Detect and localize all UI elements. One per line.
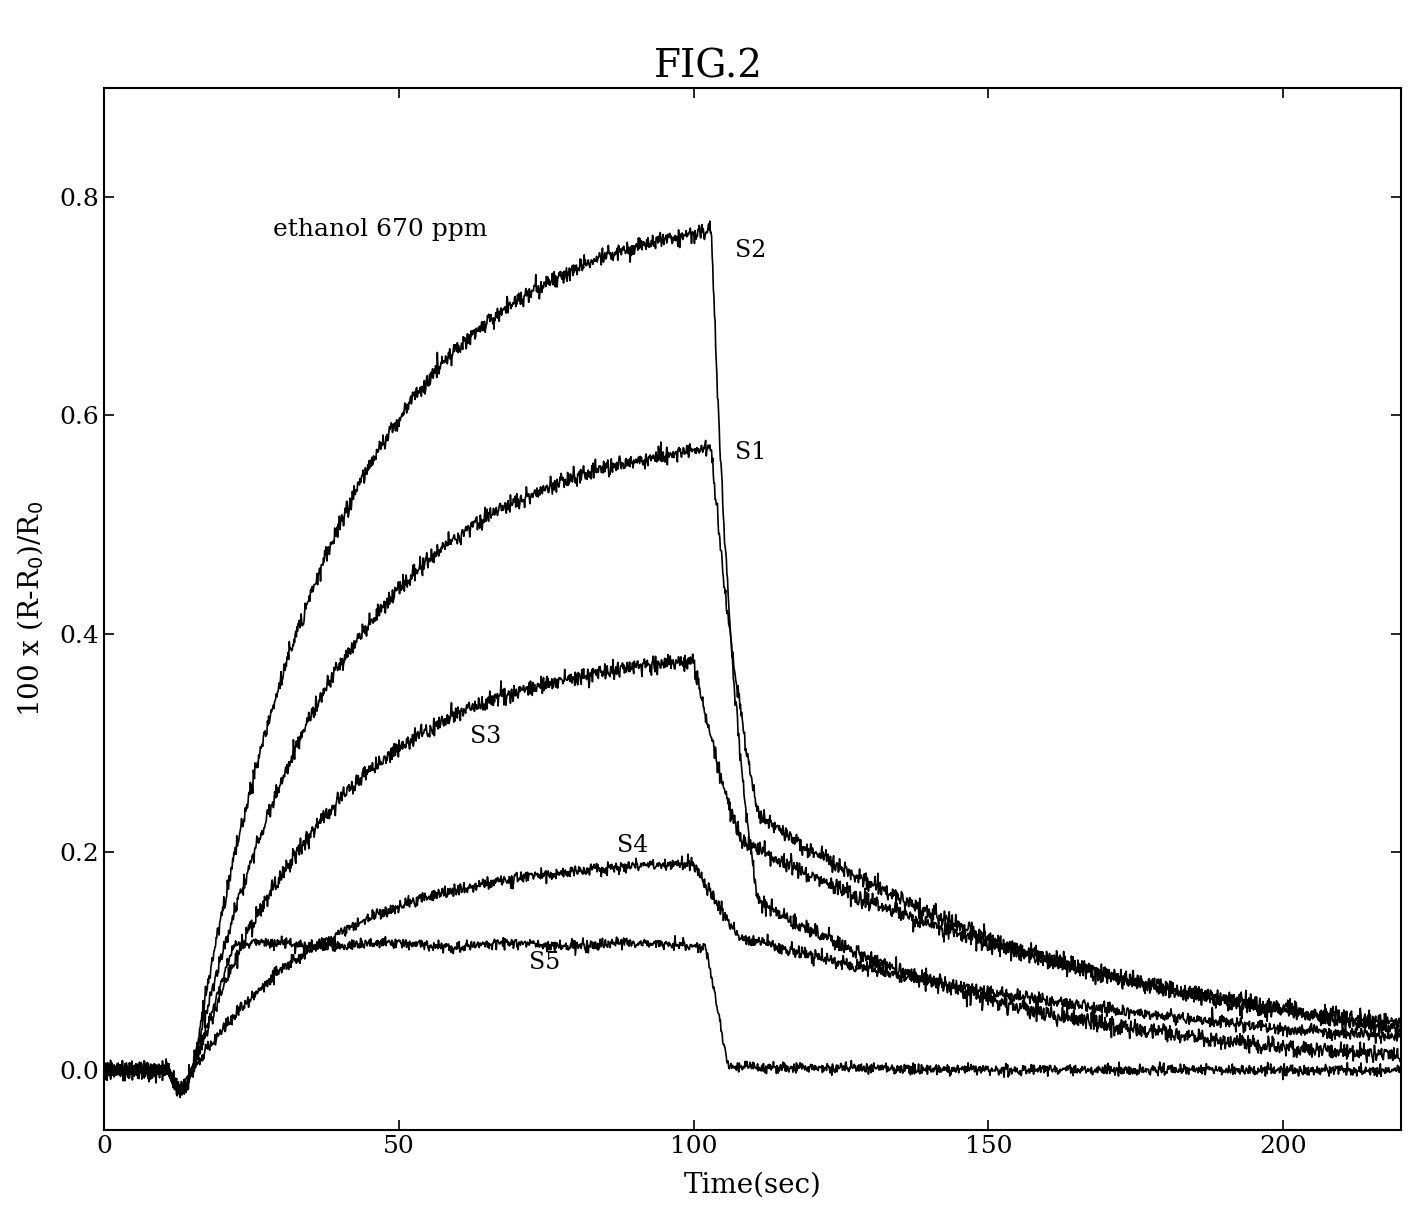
Text: S3: S3 [470, 725, 501, 748]
Text: S1: S1 [735, 442, 766, 465]
Text: S2: S2 [735, 239, 766, 262]
Y-axis label: 100 x (R-R$_0$)/R$_0$: 100 x (R-R$_0$)/R$_0$ [16, 501, 45, 717]
Text: S5: S5 [528, 951, 559, 974]
Text: ethanol 670 ppm: ethanol 670 ppm [273, 219, 487, 242]
Text: S4: S4 [617, 834, 649, 857]
X-axis label: Time(sec): Time(sec) [684, 1172, 821, 1199]
Text: FIG.2: FIG.2 [654, 49, 762, 85]
